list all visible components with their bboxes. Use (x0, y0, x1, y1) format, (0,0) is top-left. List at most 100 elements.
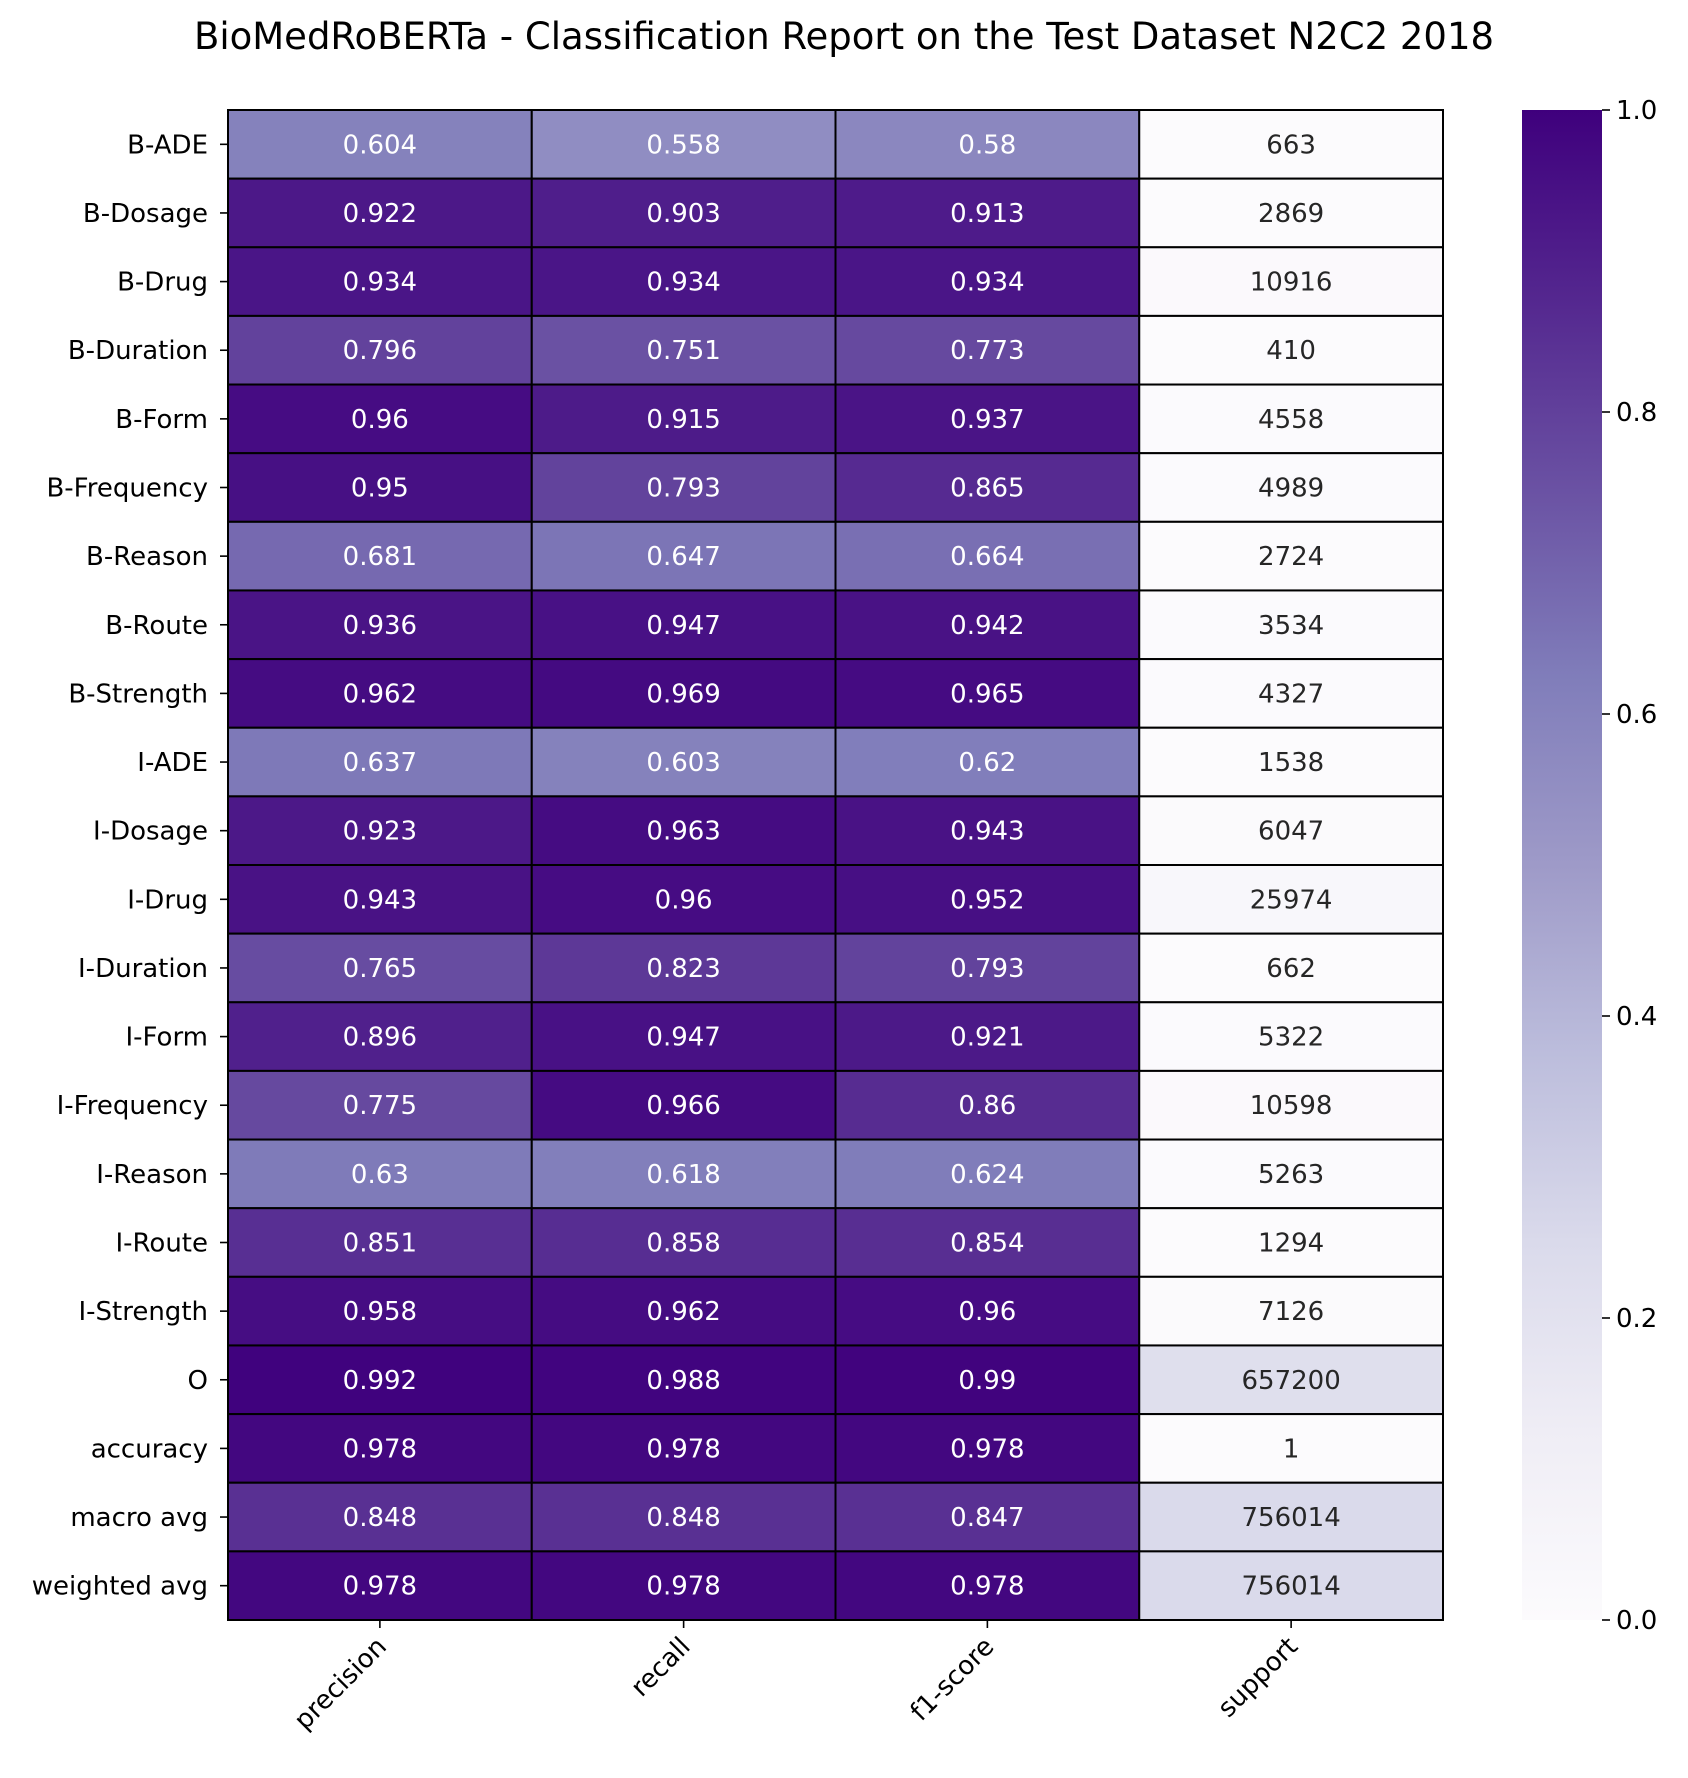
heatmap-cell (1138, 1413, 1444, 1484)
cell-value-label: 0.934 (343, 268, 417, 298)
cell-value-label: 0.96 (655, 885, 713, 915)
heatmap-cell (834, 864, 1141, 935)
heatmap-cell (1138, 177, 1444, 249)
cell-value-label: 5263 (1258, 1160, 1324, 1190)
cell-value-label: 0.765 (343, 954, 417, 984)
heatmap-cell (1138, 1001, 1444, 1072)
cell-value-label: 5322 (1258, 1023, 1324, 1053)
cell-value-label: 0.978 (646, 1434, 720, 1464)
heatmap-cell (1138, 658, 1444, 729)
heatmap-cell (1138, 109, 1444, 180)
heatmap-cell (227, 1138, 533, 1210)
cell-value-label: 0.647 (646, 542, 720, 572)
cell-value-label: 0.773 (950, 336, 1024, 366)
cell-value-label: 0.937 (950, 405, 1024, 435)
colorbar: 0.0 0.2 0.4 0.6 0.8 1.0 (1522, 96, 1657, 1636)
cell-value-label: 0.793 (950, 954, 1024, 984)
cell-value-label: 0.992 (343, 1366, 417, 1396)
heatmap-cell (530, 1275, 837, 1347)
heatmap-cell (227, 1344, 533, 1416)
row-label: B-Dosage (83, 199, 208, 229)
cell-value-label: 0.851 (343, 1229, 417, 1259)
cell-value-label: 2869 (1258, 199, 1324, 229)
cell-value-label: 0.943 (950, 817, 1024, 847)
heatmap-cell (834, 452, 1141, 523)
heatmap-cell (1138, 520, 1444, 592)
cell-value-label: 756014 (1241, 1503, 1340, 1533)
heatmap-cell (227, 109, 533, 180)
cell-value-label: 410 (1266, 336, 1316, 366)
cell-value-label: 0.934 (950, 268, 1024, 298)
cell-value-label: 0.978 (950, 1434, 1024, 1464)
heatmap-cell (834, 1069, 1141, 1141)
row-label: I-Strength (78, 1297, 208, 1327)
cell-value-label: 0.823 (646, 954, 720, 984)
row-label: I-Frequency (57, 1091, 208, 1121)
cell-value-label: 0.637 (343, 748, 417, 778)
column-label: f1-score (905, 1632, 1000, 1727)
heatmap-cell (1138, 452, 1444, 523)
cell-value-label: 0.942 (950, 611, 1024, 641)
heatmap-cell (1138, 1207, 1444, 1278)
column-label: precision (289, 1632, 393, 1736)
cell-value-label: 1294 (1258, 1229, 1324, 1259)
heatmap-cell (530, 383, 837, 455)
heatmap-cell (834, 1481, 1141, 1553)
row-label: macro avg (70, 1503, 208, 1533)
cell-value-label: 0.664 (950, 542, 1024, 572)
colorbar-gradient (1522, 110, 1602, 1620)
column-label: recall (625, 1632, 696, 1703)
heatmap-cell (834, 1207, 1141, 1278)
cell-value-label: 0.963 (646, 817, 720, 847)
cell-value-label: 0.58 (958, 130, 1016, 160)
heatmap-cell (530, 109, 837, 180)
heatmap-cell (834, 383, 1141, 455)
heatmap-cell (834, 726, 1141, 798)
cell-value-label: 657200 (1241, 1366, 1340, 1396)
cell-value-label: 0.603 (646, 748, 720, 778)
cell-value-label: 0.922 (343, 199, 417, 229)
cell-value-label: 10598 (1250, 1091, 1333, 1121)
colorbar-tick-label: 0.4 (1616, 1002, 1657, 1032)
row-label: I-Dosage (93, 817, 208, 847)
cell-value-label: 10916 (1250, 268, 1333, 298)
cell-value-label: 0.921 (950, 1023, 1024, 1053)
cell-value-label: 0.896 (343, 1023, 417, 1053)
cell-value-label: 0.965 (950, 679, 1024, 709)
heatmap-cell (530, 795, 837, 867)
heatmap-cell (227, 589, 533, 661)
cell-value-label: 756014 (1241, 1572, 1340, 1602)
heatmap-cell (530, 932, 837, 1004)
heatmap-cell (1138, 932, 1444, 1004)
cell-value-label: 4989 (1258, 474, 1324, 504)
colorbar-tick-label: 0.6 (1616, 700, 1657, 730)
heatmap-cell (530, 452, 837, 523)
row-labels: B-ADE B-Dosage B-Drug B-Duration B-Form B-Fre… (32, 130, 228, 1602)
heatmap-cell (834, 795, 1141, 867)
heatmap-cell (1138, 1275, 1444, 1347)
heatmap-cell (1138, 1550, 1444, 1622)
heatmap-cell (227, 452, 533, 523)
cell-value-label: 0.558 (646, 130, 720, 160)
cell-value-label: 0.96 (958, 1297, 1016, 1327)
cell-value-label: 0.796 (343, 336, 417, 366)
heatmap-cell (530, 1001, 837, 1072)
cell-value-label: 0.604 (343, 130, 417, 160)
cell-value-label: 0.681 (343, 542, 417, 572)
cell-value-label: 0.915 (646, 405, 720, 435)
row-label: I-ADE (137, 748, 208, 778)
heatmap-cells: 0.604 0.558 0.58 663 0.922 0.903 0.913 2869 0.93… (227, 109, 1444, 1622)
cell-value-label: 1 (1283, 1434, 1300, 1464)
heatmap-cell (227, 932, 533, 1004)
cell-value-label: 6047 (1258, 817, 1324, 847)
cell-value-label: 0.966 (646, 1091, 720, 1121)
cell-value-label: 0.903 (646, 199, 720, 229)
cell-value-label: 0.943 (343, 885, 417, 915)
cell-value-label: 662 (1266, 954, 1316, 984)
heatmap-cell (834, 932, 1141, 1004)
heatmap-cell (530, 177, 837, 249)
row-label: I-Duration (78, 954, 208, 984)
heatmap-cell (227, 1550, 533, 1622)
cell-value-label: 0.96 (351, 405, 409, 435)
